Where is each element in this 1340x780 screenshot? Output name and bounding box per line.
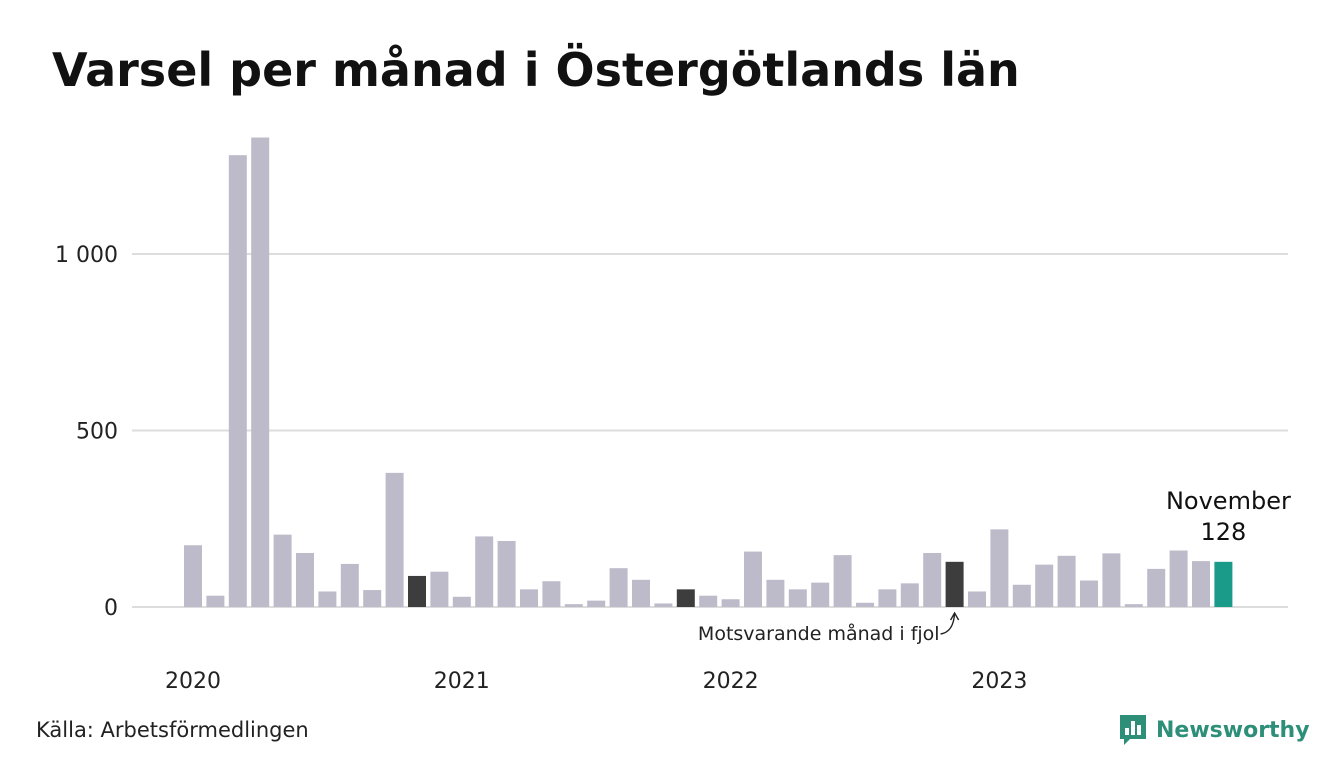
- bar: [744, 551, 762, 607]
- highlight-bar: [1214, 561, 1233, 607]
- annotation-arrow: [940, 612, 956, 635]
- bar: [1169, 550, 1188, 607]
- y-tick-label: 1 000: [55, 243, 118, 268]
- x-tick-label: 2023: [971, 669, 1027, 694]
- bar-chart-speech-bubble-icon: [1120, 715, 1146, 745]
- highlight-month-label: November: [1166, 487, 1291, 515]
- y-tick-label: 0: [104, 596, 118, 621]
- bar: [654, 603, 673, 607]
- bar: [900, 583, 919, 607]
- x-tick-label: 2021: [434, 669, 490, 694]
- x-tick-label: 2020: [165, 669, 221, 694]
- x-tick-label: 2022: [703, 669, 759, 694]
- y-axis-ticks: 0 500 1 000: [55, 243, 118, 621]
- bar: [1124, 604, 1143, 607]
- comparison-bar: [945, 561, 964, 607]
- bar: [1080, 580, 1098, 607]
- bar: [385, 472, 404, 607]
- bar: [968, 591, 986, 607]
- bar: [340, 563, 359, 607]
- bar: [856, 602, 874, 607]
- bar: [721, 599, 740, 607]
- x-axis-ticks: 2020 2021 2022 2023: [165, 669, 1027, 694]
- bars: [184, 137, 1233, 607]
- bar: [1102, 553, 1121, 607]
- bar: [363, 590, 382, 607]
- bar: [1192, 561, 1210, 607]
- bar: [632, 579, 650, 607]
- annotation-arrowhead: [949, 611, 960, 621]
- bar: [699, 595, 718, 607]
- brand-name: Newsworthy: [1156, 717, 1310, 743]
- bar: [587, 600, 606, 607]
- bar: [833, 555, 852, 607]
- bar: [273, 534, 292, 607]
- bar: [206, 595, 225, 607]
- bar: [1012, 584, 1031, 607]
- bar: [609, 568, 628, 607]
- bar: [318, 591, 337, 607]
- bar: [766, 579, 785, 607]
- bar: [1035, 564, 1054, 607]
- bar: [475, 536, 494, 607]
- y-tick-label: 500: [76, 420, 118, 445]
- chart-title: Varsel per månad i Östergötlands län: [52, 43, 1020, 97]
- comparison-bar: [676, 589, 695, 607]
- brand-logo: Newsworthy: [1118, 713, 1310, 747]
- highlight-value-label: 128: [1200, 518, 1246, 546]
- bar: [251, 137, 270, 607]
- source-note: Källa: Arbetsförmedlingen: [36, 718, 309, 742]
- comparison-annotation: Motsvarande månad i fjol: [698, 622, 940, 645]
- bar: [184, 545, 202, 607]
- bar: [1147, 568, 1166, 607]
- bar: [520, 589, 538, 607]
- bar: [811, 582, 830, 607]
- bar: [990, 529, 1009, 607]
- bar: [923, 552, 942, 607]
- bar: [1057, 555, 1076, 607]
- bar: [296, 552, 314, 607]
- annotations: November 128 Motsvarande månad i fjol: [698, 487, 1291, 645]
- bar: [497, 540, 516, 607]
- bar: [878, 589, 897, 607]
- bar: [788, 589, 807, 607]
- bar: [430, 571, 449, 607]
- bar: [228, 155, 247, 607]
- bar: [542, 581, 561, 607]
- bar: [452, 596, 471, 607]
- comparison-bar: [408, 575, 426, 607]
- bar: [564, 604, 583, 607]
